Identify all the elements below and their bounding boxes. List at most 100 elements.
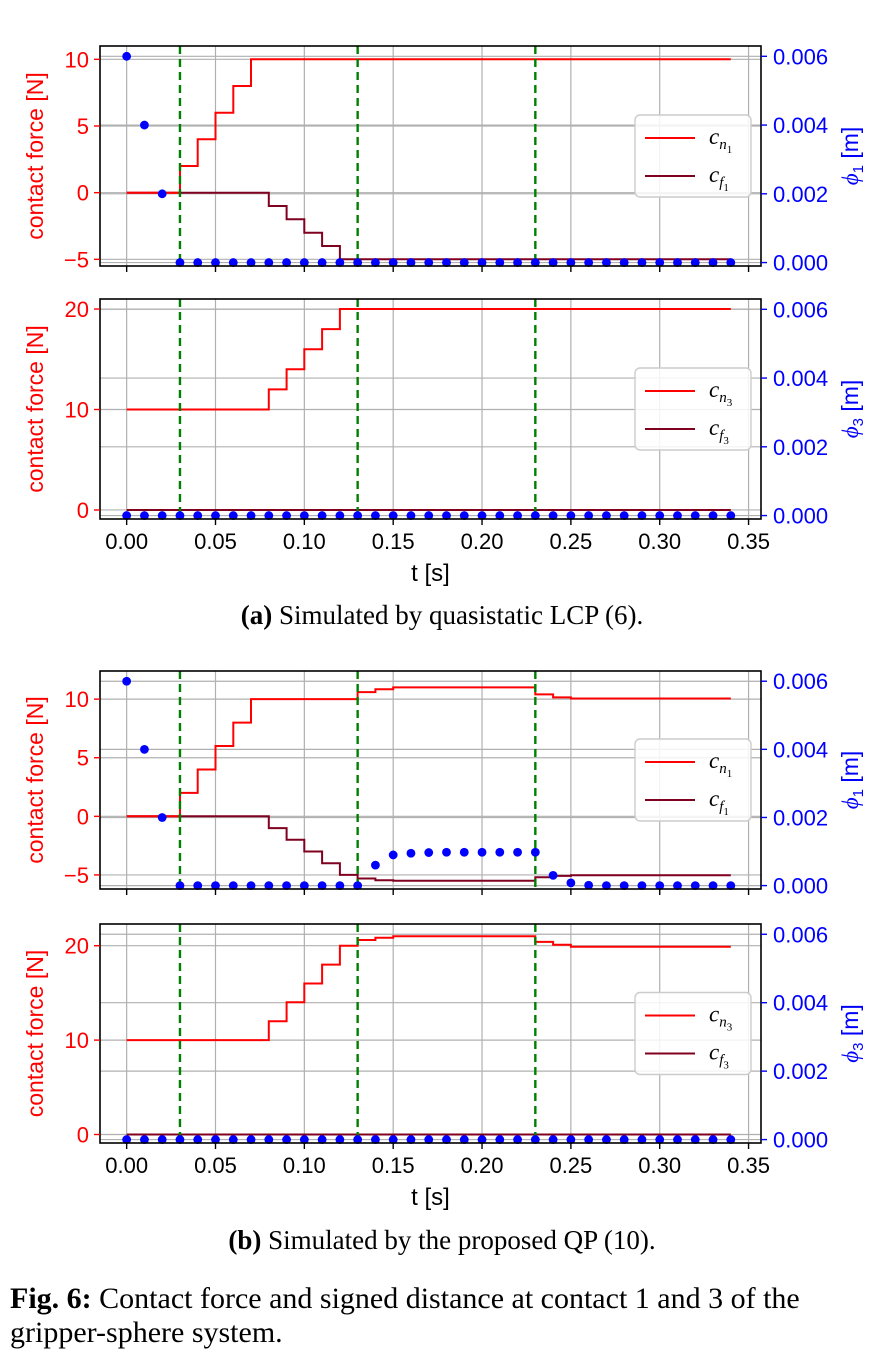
phi-point: [282, 258, 291, 267]
y-left-tick-label: 10: [65, 687, 89, 712]
y-left-tick-label: 5: [77, 114, 89, 139]
phi-point: [442, 258, 451, 267]
y-left-tick-label: 10: [65, 47, 89, 72]
y-right-axis-symbol: ϕ: [838, 1051, 863, 1063]
phi-point: [477, 1135, 487, 1144]
legend-symbol: c: [709, 415, 719, 440]
y-right-tick-label: 0.000: [773, 1128, 828, 1153]
phi-point: [566, 258, 576, 267]
phi-point: [619, 881, 629, 890]
y-right-axis-symbol: ϕ: [838, 173, 863, 185]
y-right-axis-unit: [m]: [837, 1004, 863, 1042]
phi-point: [477, 511, 487, 520]
phi-point: [282, 1135, 291, 1144]
subfigure-b-label: (b): [228, 1225, 262, 1255]
phi-point: [673, 511, 682, 520]
phi-point: [264, 1135, 274, 1144]
phi-point: [584, 511, 594, 520]
phi-point: [637, 258, 647, 267]
legend-symbol: c: [709, 377, 719, 402]
y-right-tick-label: 0.002: [773, 435, 828, 460]
phi-point: [282, 511, 291, 520]
phi-point: [211, 258, 220, 267]
phi-point: [353, 511, 363, 520]
phi-point: [513, 1135, 522, 1144]
legend-subscript: f: [719, 1053, 725, 1069]
legend-symbol: c: [709, 1040, 719, 1065]
phi-point: [264, 511, 274, 520]
phi-point: [424, 848, 434, 857]
chart-a-bottom: 0.00 0.05 0.10 0.15 0.20 0.25 0.30 0.35 t [s] 0 10…: [22, 297, 867, 587]
phi-point: [193, 511, 203, 520]
phi-point: [673, 881, 682, 890]
phi-point: [566, 878, 576, 888]
phi-point: [424, 1135, 434, 1144]
plot-frame: [99, 923, 762, 1144]
y-right-tick-label: 0.002: [773, 1059, 828, 1084]
phi-point: [353, 258, 363, 267]
figure-caption: Fig. 6: Contact force and signed distanc…: [10, 1282, 880, 1350]
series-cn-line: [126, 308, 731, 411]
y-right-tick-label: 0.006: [773, 922, 828, 947]
phi-point: [459, 258, 469, 267]
phi-point: [122, 51, 132, 61]
legend-subscript: n: [719, 1015, 727, 1031]
x-tick-label: 0.30: [638, 529, 681, 554]
y-left-tick-label: 20: [65, 934, 89, 959]
legend-box: [634, 367, 752, 451]
phi-point: [282, 881, 291, 890]
phi-point: [726, 1135, 736, 1144]
phi-point: [246, 258, 256, 267]
series-cf-line: [126, 191, 731, 261]
phi-point: [193, 258, 203, 267]
phi-point: [140, 744, 149, 754]
phi-point: [211, 511, 220, 520]
phi-point: [157, 813, 167, 822]
phi-point: [495, 1135, 505, 1144]
phi-point: [424, 258, 434, 267]
x-tick-label: 0.20: [461, 529, 504, 554]
phi-point: [175, 1135, 185, 1144]
phi-point: [211, 1135, 220, 1144]
y-right-axis-subscript: 3: [850, 1043, 867, 1051]
phi-point: [548, 258, 558, 267]
y-right-axis-unit: [m]: [837, 380, 863, 418]
chart-b-bottom: 0.00 0.05 0.10 0.15 0.20 0.25 0.30 0.35 t [s] 0 10…: [22, 922, 867, 1211]
phi-point: [584, 1135, 594, 1144]
phi-point: [424, 511, 434, 520]
phi-point: [157, 511, 167, 520]
phi-point: [690, 881, 700, 890]
y-right-tick-label: 0.002: [773, 182, 828, 207]
y-left-tick-label: 10: [65, 398, 89, 423]
phi-point: [690, 258, 700, 267]
y-left-tick-label: 0: [77, 181, 89, 206]
phi-point: [548, 511, 558, 520]
y-right-axis-label: ϕ1 [m]: [837, 751, 867, 810]
phi-point: [655, 511, 665, 520]
phi-point: [175, 511, 185, 520]
phi-point: [459, 847, 469, 857]
phi-point: [637, 1135, 647, 1144]
y-right-axis-label: ϕ1 [m]: [837, 127, 867, 186]
phi-point: [708, 258, 718, 267]
figure-caption-label: Fig. 6:: [10, 1282, 92, 1315]
legend-subsubscript: 3: [727, 397, 733, 409]
phi-point: [317, 881, 327, 890]
phi-point: [406, 848, 416, 858]
phi-point: [211, 881, 220, 890]
chart-a-top: −5 0 5 10 0.000 0.002 0.004 0.006 contact force …: [22, 44, 867, 275]
legend-cf-label: cf1: [709, 162, 729, 194]
legend-cn-label: cn3: [709, 1002, 733, 1034]
phi-point: [388, 1135, 398, 1144]
legend-subscript: f: [719, 175, 725, 191]
legend-cn-label: cn3: [709, 377, 733, 409]
phi-point: [619, 511, 629, 520]
legend-subsubscript: 1: [727, 768, 733, 780]
y-right-tick-label: 0.006: [773, 44, 828, 69]
phi-point: [371, 258, 380, 267]
legend-subscript: f: [719, 799, 725, 815]
